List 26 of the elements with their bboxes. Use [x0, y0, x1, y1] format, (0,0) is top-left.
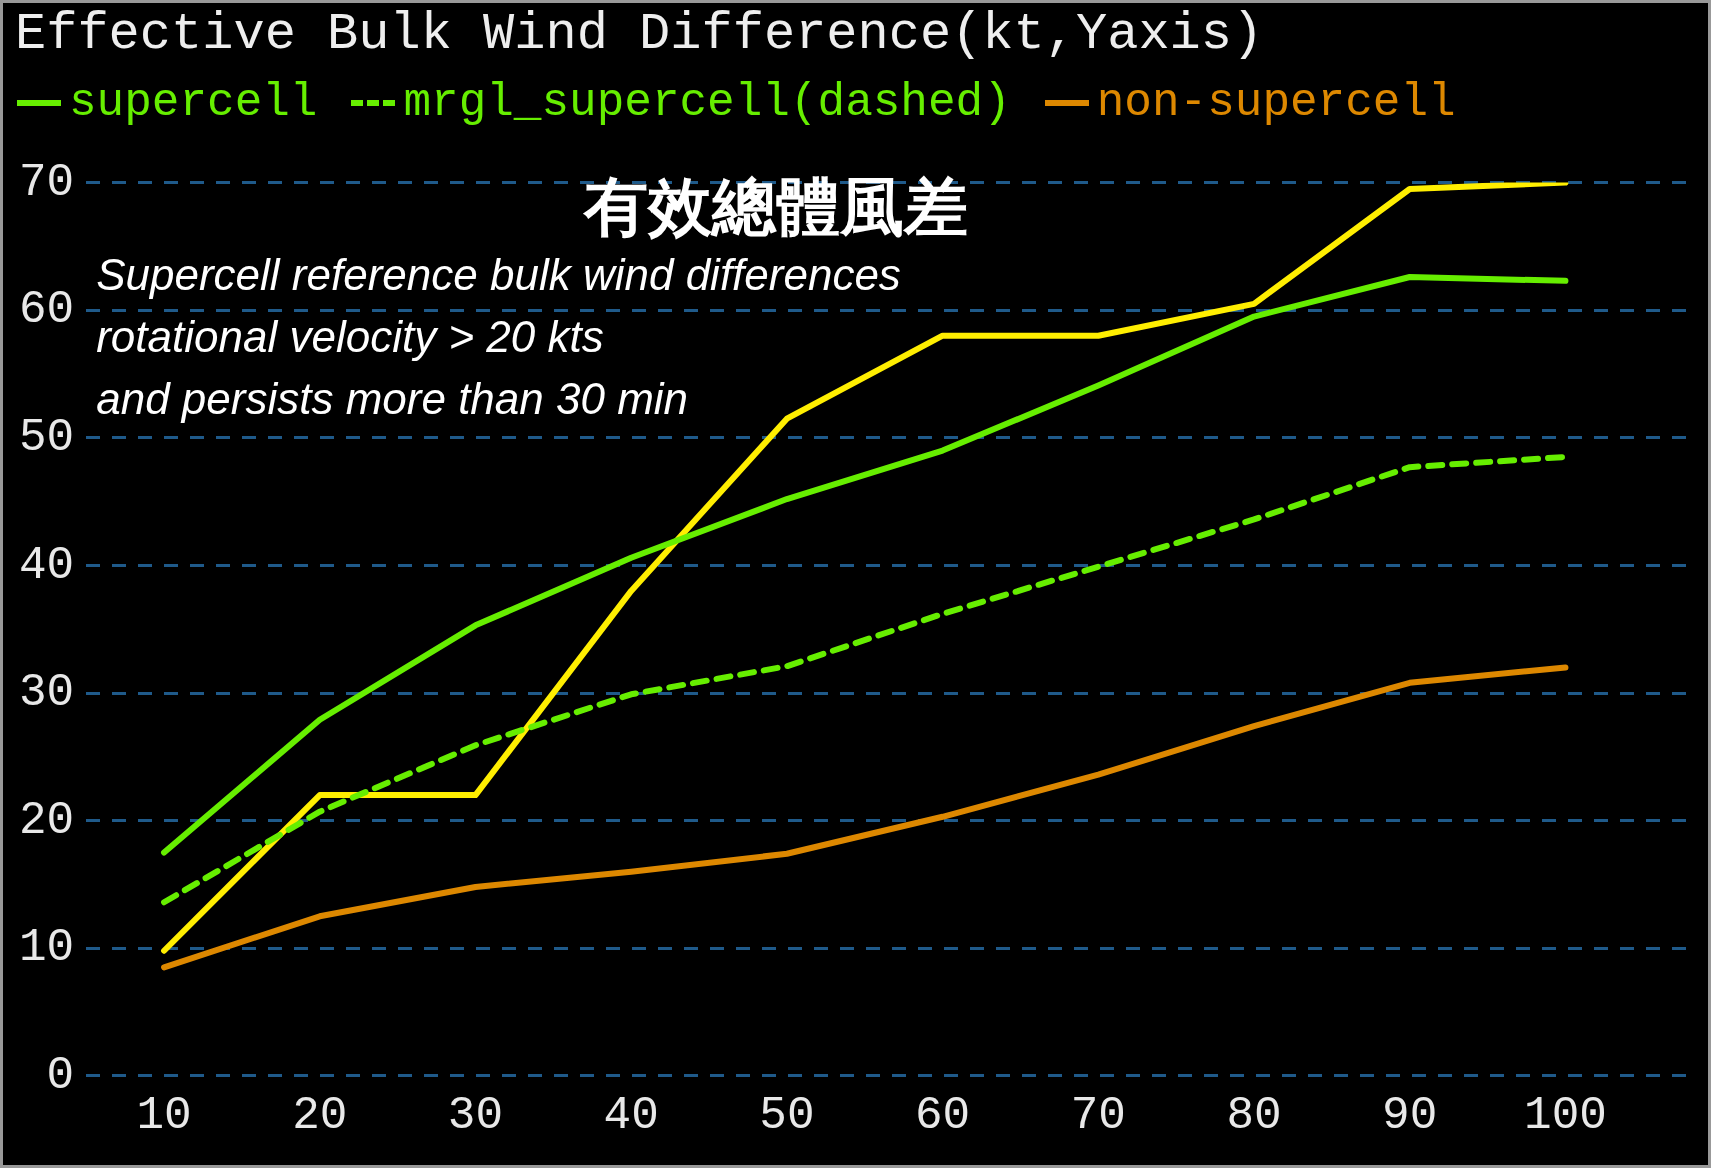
x-tick-label: 70	[1070, 1089, 1126, 1142]
x-tick-label: 10	[136, 1089, 192, 1142]
x-tick-label: 60	[914, 1089, 971, 1142]
chart-title: Effective Bulk Wind Difference(kt,Yaxis)	[14, 4, 1265, 66]
x-tick-label: 80	[1226, 1089, 1282, 1142]
annotation: 有效總體風差	[581, 170, 968, 245]
x-tick-label: 30	[447, 1089, 504, 1142]
x-tick-label: 90	[1382, 1089, 1438, 1142]
y-tick-label: 40	[18, 539, 75, 592]
x-tick-label: 100	[1524, 1089, 1607, 1142]
y-tick-label: 10	[18, 922, 75, 975]
legend-label: non-supercell	[1096, 77, 1456, 129]
annotation: rotational velocity > 20 kts	[96, 311, 604, 361]
annotation: and persists more than 30 min	[96, 373, 689, 423]
x-tick-label: 50	[759, 1089, 815, 1142]
x-tick-label: 40	[603, 1089, 659, 1142]
annotation: Supercell reference bulk wind differences	[96, 249, 901, 299]
y-tick-label: 70	[18, 156, 75, 209]
y-tick-label: 30	[18, 667, 75, 720]
legend-label: supercell	[69, 77, 318, 129]
x-tick-label: 20	[292, 1089, 348, 1142]
y-tick-label: 60	[18, 284, 75, 337]
y-tick-label: 50	[18, 411, 75, 464]
y-tick-label: 0	[46, 1049, 75, 1102]
y-tick-label: 20	[18, 794, 75, 847]
legend-label: mrgl_supercell(dashed)	[403, 77, 1011, 129]
